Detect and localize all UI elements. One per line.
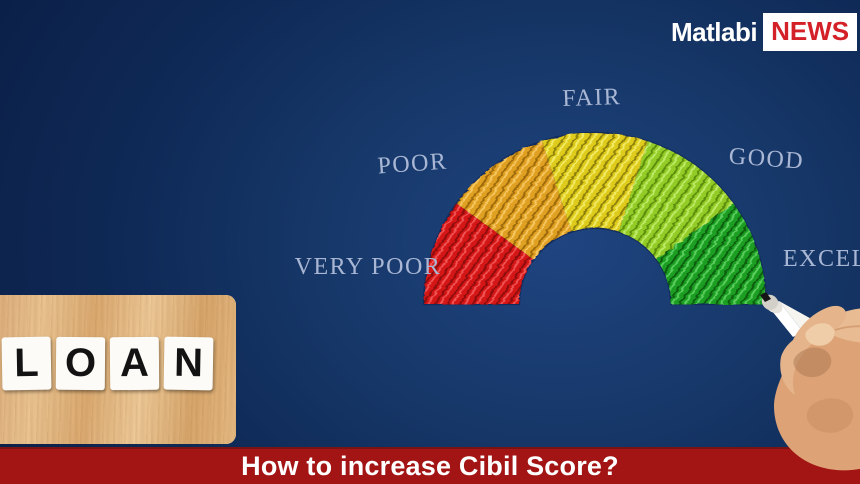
svg-text:EXCELLENT: EXCELLENT [783, 246, 860, 272]
svg-text:FAIR: FAIR [562, 84, 622, 112]
svg-text:VERY POOR: VERY POOR [295, 254, 442, 280]
svg-text:POOR: POOR [377, 149, 449, 180]
svg-text:GOOD: GOOD [728, 143, 805, 174]
